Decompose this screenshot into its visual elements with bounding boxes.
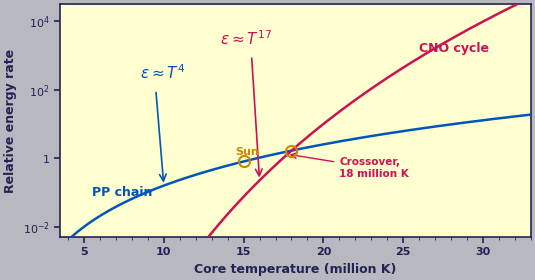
Text: Sun: Sun [235, 147, 259, 157]
Text: CNO cycle: CNO cycle [419, 42, 489, 55]
Y-axis label: Relative energy rate: Relative energy rate [4, 48, 17, 193]
Text: PP chain: PP chain [92, 186, 152, 199]
X-axis label: Core temperature (million K): Core temperature (million K) [194, 263, 396, 276]
Text: Crossover,
18 million K: Crossover, 18 million K [291, 153, 409, 179]
Text: $\varepsilon \approx \mathit{T}^{17}$: $\varepsilon \approx \mathit{T}^{17}$ [220, 29, 272, 48]
Text: $\varepsilon \approx \mathit{T}^{4}$: $\varepsilon \approx \mathit{T}^{4}$ [140, 64, 186, 82]
